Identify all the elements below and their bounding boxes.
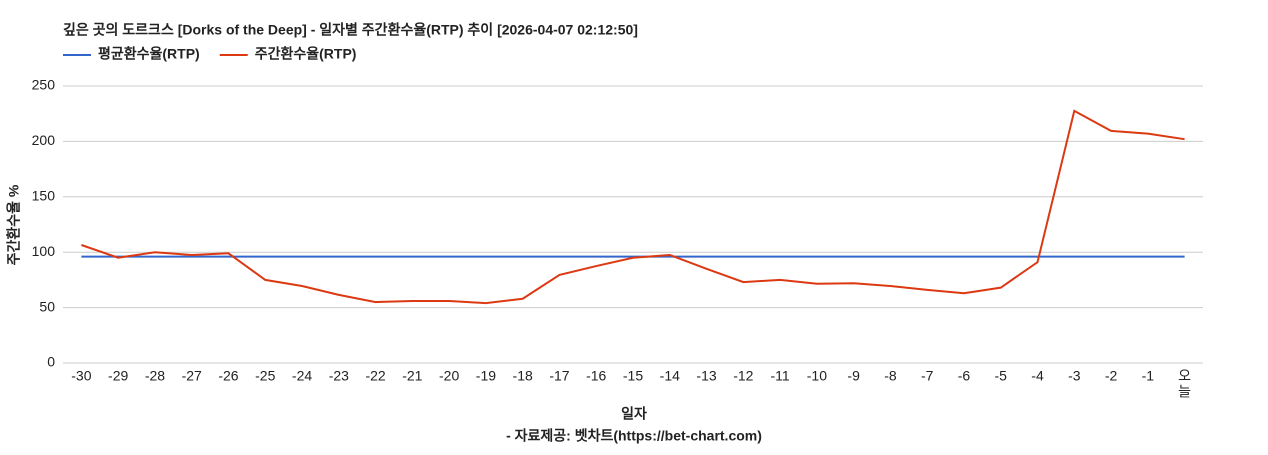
x-tick-label: -23 [329,368,349,384]
x-tick-label: -22 [365,368,385,384]
x-tick-label: -4 [1031,368,1044,384]
legend-label: 평균환수율(RTP) [98,46,200,62]
x-tick-label: -25 [255,368,275,384]
x-tick-label: -3 [1068,368,1081,384]
x-tick-label: -19 [476,368,496,384]
y-tick-label: 50 [39,298,55,314]
source-note: - 자료제공: 벳차트(https://bet-chart.com) [506,428,762,444]
x-tick-label: -17 [549,368,569,384]
x-tick-label: -30 [71,368,91,384]
x-tick-label: -10 [807,368,827,384]
x-tick-label: -29 [108,368,128,384]
x-tick-label: -5 [995,368,1008,384]
x-tick-label: -24 [292,368,312,384]
x-tick-label: -28 [145,368,165,384]
x-tick-label: -2 [1105,368,1118,384]
x-tick-label: -6 [958,368,971,384]
x-tick-label: -13 [696,368,716,384]
y-tick-label: 250 [32,77,56,93]
series-line [81,109,1185,305]
legend-label: 주간환수율(RTP) [255,46,357,62]
x-tick-label: -15 [623,368,643,384]
x-tick-label: -9 [847,368,860,384]
y-axis-label: 주간환수율 % [6,184,22,265]
x-tick-label: -14 [660,368,680,384]
x-tick-label: -11 [770,368,789,384]
x-axis-label: 일자 [621,406,647,422]
x-tick-label: -16 [586,368,606,384]
x-tick-label: -27 [182,368,202,384]
x-tick-label: -18 [513,368,533,384]
x-tick-label: -26 [218,368,238,384]
y-tick-label: 100 [32,243,56,259]
x-tick-label: -8 [884,368,897,384]
y-tick-label: 0 [47,354,55,370]
y-tick-label: 150 [32,188,56,204]
x-tick-label: 오늘 [1177,368,1193,400]
x-tick-label: -21 [402,368,422,384]
y-tick-label: 200 [32,132,56,148]
x-tick-label: -1 [1142,368,1155,384]
x-tick-label: -20 [439,368,459,384]
chart-title: 깊은 곳의 도르크스 [Dorks of the Deep] - 일자별 주간환… [63,22,638,38]
x-tick-label: -12 [733,368,753,384]
x-tick-label: -7 [921,368,934,384]
